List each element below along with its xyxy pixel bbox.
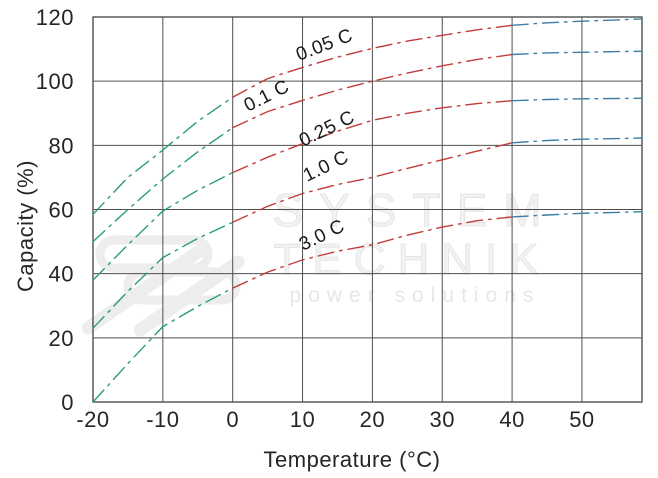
y-tick-label: 100	[36, 69, 74, 94]
curve-1.0c	[511, 137, 643, 144]
curve-0.05c	[511, 18, 643, 26]
x-axis-title: Temperature (°C)	[264, 447, 441, 472]
y-tick-label: 0	[61, 390, 74, 415]
x-tick-label: 20	[360, 407, 385, 432]
curve-1.0c	[232, 142, 513, 223]
curve-0.1c	[92, 127, 234, 243]
curve-3.0c	[92, 287, 234, 403]
curve-0.1c	[511, 50, 643, 56]
tick-labels: -20 -10 0 10 20 30 40 50 0 20 40 60 80 100 120	[36, 5, 594, 432]
curve-0.05c	[92, 96, 234, 215]
x-tick-label: 40	[499, 407, 524, 432]
curve-0.05c	[232, 24, 513, 98]
y-tick-label: 80	[49, 133, 74, 158]
curve-0.25c	[232, 100, 513, 174]
curve-0.25c	[92, 171, 234, 281]
plot-border	[92, 16, 643, 403]
x-tick-label: 30	[429, 407, 454, 432]
watermark: SYSTEM TECHNIK power solutions	[81, 184, 550, 337]
y-tick-label: 60	[49, 198, 74, 223]
x-tick-label: 0	[226, 407, 239, 432]
y-tick-label: 40	[49, 262, 74, 287]
watermark-text-power-solutions: power solutions	[290, 284, 541, 307]
curve-label: 1.0 C	[300, 147, 352, 187]
y-tick-label: 120	[36, 5, 74, 30]
curve-label: 0.1 C	[241, 76, 293, 116]
x-tick-label: -10	[146, 407, 179, 432]
grid-lines	[92, 16, 643, 403]
curve-3.0c	[511, 211, 643, 218]
x-tick-label: 50	[569, 407, 594, 432]
curve-0.25c	[511, 97, 643, 102]
y-tick-label: 20	[49, 326, 74, 351]
y-axis-title: Capacity (%)	[13, 160, 38, 292]
watermark-text-technik: TECHNIK	[273, 235, 550, 284]
x-tick-label: -20	[76, 407, 109, 432]
x-tick-label: 10	[290, 407, 315, 432]
curve-1.0c	[92, 221, 234, 329]
curve-label: 0.25 C	[296, 107, 358, 152]
curve-3.0c	[232, 216, 513, 289]
